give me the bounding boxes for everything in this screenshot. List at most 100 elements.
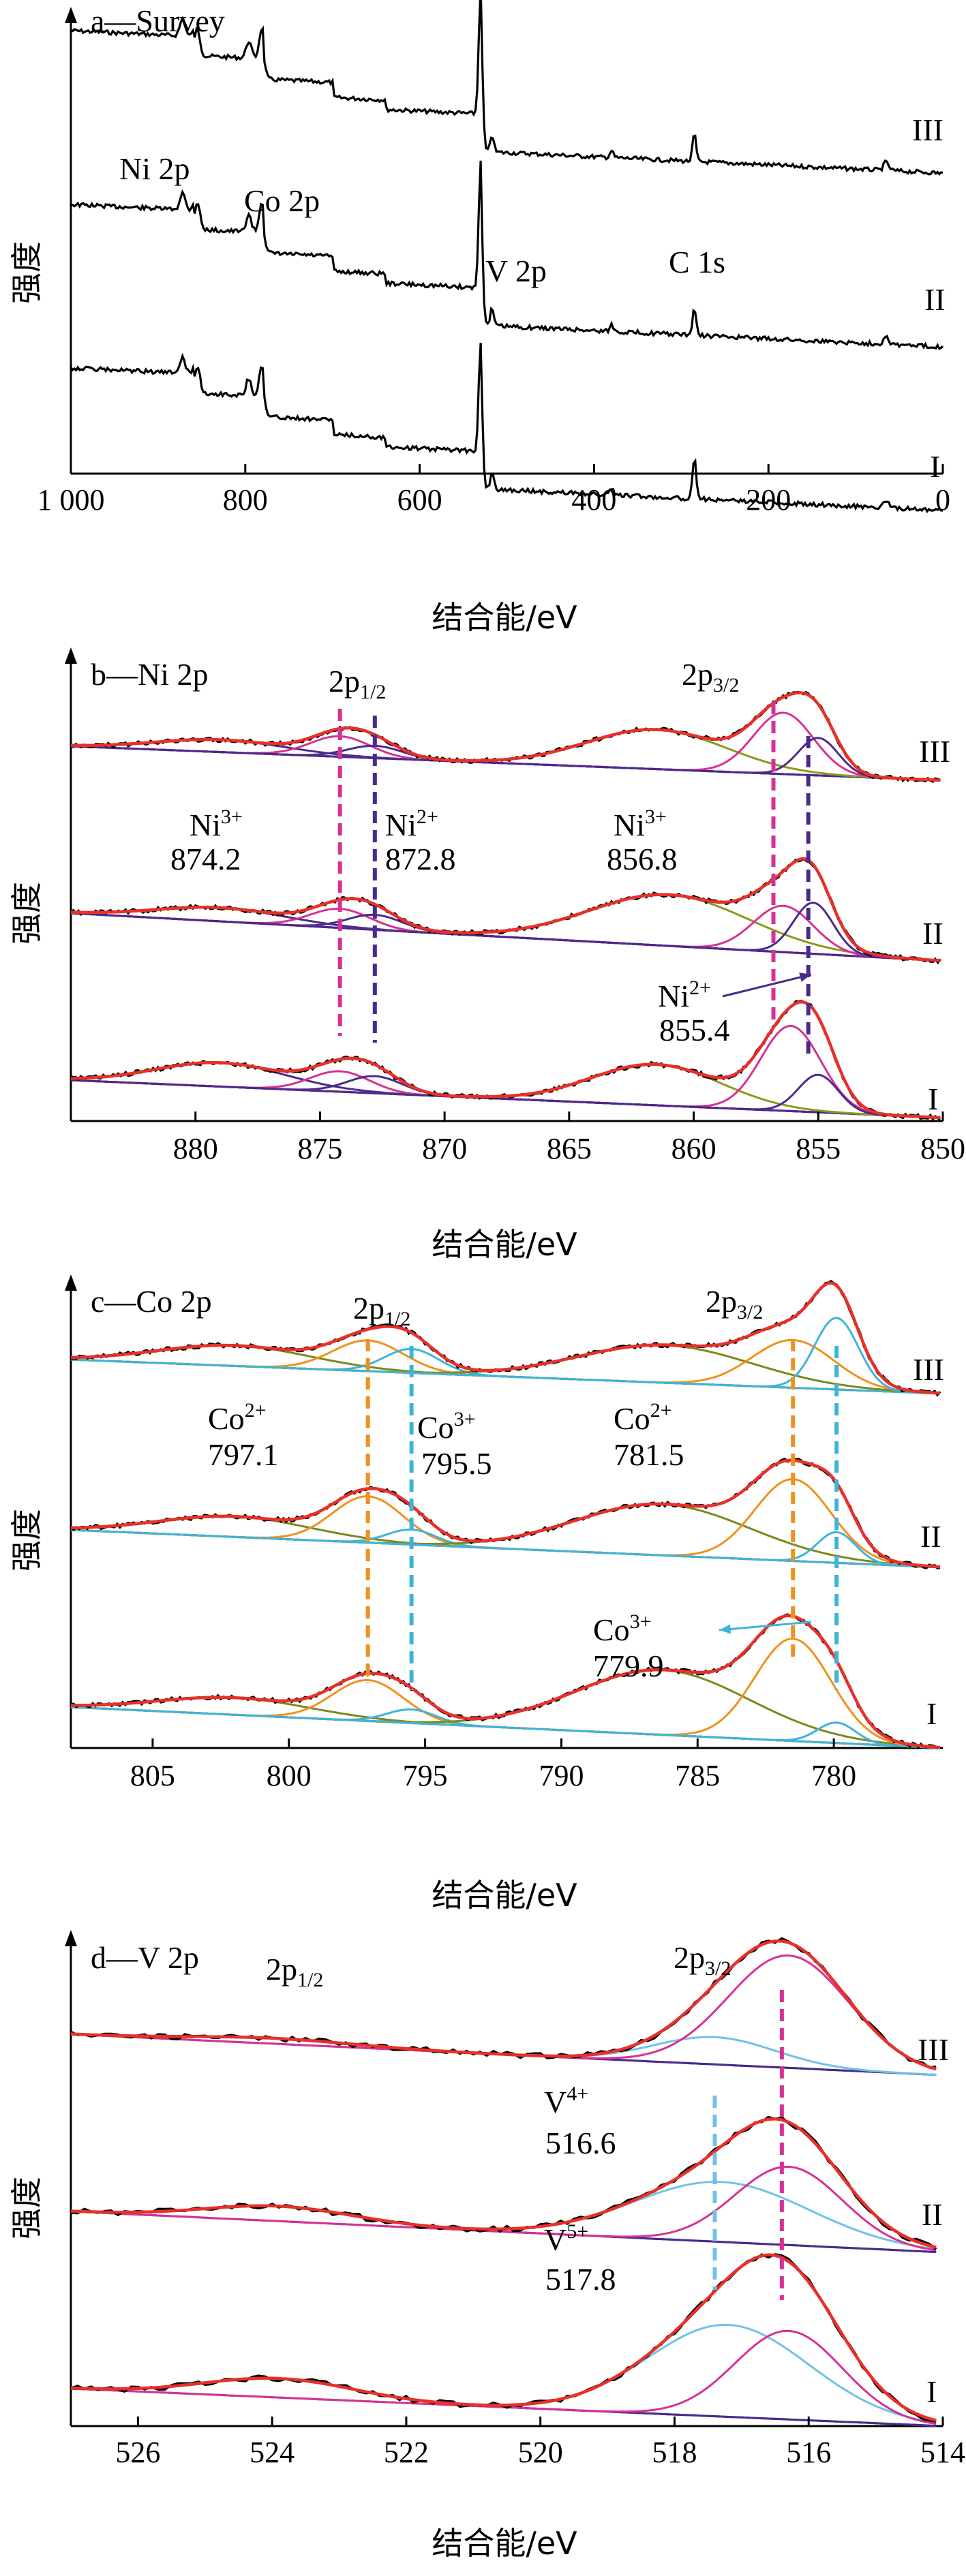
co-sat-2p12: [70, 1515, 941, 1569]
label-co-2p12-main: 2p: [353, 1291, 384, 1325]
label-ni3-856-charge: 3+: [645, 806, 667, 828]
fit-row-iii: [70, 1280, 941, 1397]
x-tick-label: 1 000: [37, 483, 105, 517]
label-ni-2p32-main: 2p: [682, 657, 713, 692]
label-v-2p12-sub: 1/2: [297, 1969, 323, 1991]
x-tick-label: 785: [675, 1759, 720, 1792]
x-tick-label: 790: [539, 1759, 584, 1792]
survey-curve-iii: [70, 0, 944, 176]
label-ni2-855-species: Ni: [658, 979, 689, 1013]
x-tick-label: 514: [920, 2436, 965, 2469]
x-tick-label: 855: [796, 1132, 841, 1165]
raw-spectrum: [70, 1457, 941, 1569]
series-label-i: I: [930, 449, 940, 484]
pointer-arrow: [719, 1621, 812, 1631]
x-tick-label: 400: [571, 483, 616, 517]
label-ni2-855-charge: 2+: [689, 977, 711, 999]
fit-envelope: [70, 1939, 937, 2071]
label-co3-779-species: Co: [593, 1612, 630, 1647]
x-tick-label: 850: [920, 1132, 965, 1165]
value-ni2-872: 872.8: [385, 842, 456, 876]
label-co-2p32-sub: 3/2: [737, 1301, 763, 1323]
label-ni-2p32-sub: 3/2: [713, 674, 739, 696]
fit-envelope: [70, 2253, 937, 2422]
series-label-i: I: [926, 1696, 937, 1731]
label-co2-781-charge: 2+: [650, 1399, 672, 1422]
label-ni3-874-charge: 3+: [221, 806, 243, 828]
co3-2p32: [70, 1529, 941, 1569]
x-tick-label: 520: [518, 2436, 563, 2469]
fits-v: [70, 1937, 937, 2427]
label-v4-516: V4+: [544, 2083, 588, 2119]
label-co2-781: Co2+: [614, 1399, 672, 1436]
label-co2-797: Co2+: [208, 1399, 267, 1436]
series-label-iii: III: [919, 734, 950, 769]
survey-curve-i: [70, 343, 944, 514]
x-tick-label: 875: [297, 1132, 342, 1165]
ni2-2p32: [70, 737, 941, 782]
x-tick-label: 800: [223, 483, 268, 517]
fits-ni: [70, 690, 941, 1121]
annotation-co-2p: Co 2p: [244, 183, 320, 218]
y-axis-label: 强度: [8, 2177, 45, 2239]
x-tick-label: 860: [671, 1132, 716, 1165]
series-label-ii: II: [922, 916, 944, 951]
label-v5-517: V5+: [544, 2220, 588, 2257]
series-label-ii: II: [922, 2197, 943, 2232]
y-axis-label: 强度: [8, 1509, 45, 1571]
label-ni2-872: Ni2+: [385, 806, 438, 842]
value-ni3-856: 856.8: [607, 842, 678, 876]
survey-curve-ii: [70, 160, 944, 350]
label-co2-797-charge: 2+: [245, 1399, 267, 1422]
raw-spectrum: [70, 1937, 937, 2069]
label-v-2p32: 2p3/2: [674, 1940, 731, 1980]
label-ni3-856: Ni3+: [614, 806, 667, 842]
value-co2-781: 781.5: [614, 1437, 684, 1472]
xticks-v: 526 524 522 520 518 516 514: [115, 2417, 965, 2469]
label-v5-517-charge: 5+: [567, 2220, 588, 2243]
x-tick-label: 524: [250, 2436, 295, 2469]
xticks-co: 805 800 795 790 785 780: [130, 1738, 856, 1792]
fit-row-ii: [70, 857, 941, 965]
label-v-2p32-sub: 3/2: [705, 1957, 731, 1980]
label-co3-779: Co3+: [593, 1610, 652, 1647]
label-v5-517-species: V: [544, 2222, 567, 2257]
fit-row-iii: [70, 1937, 937, 2076]
label-v4-516-charge: 4+: [567, 2083, 588, 2105]
label-ni2-872-charge: 2+: [417, 806, 438, 828]
x-tick-label: 805: [130, 1759, 175, 1792]
axes-v: [65, 1930, 943, 2427]
x-tick-label: 518: [652, 2436, 697, 2469]
series-label-i: I: [928, 1082, 938, 1116]
label-ni-2p12-main: 2p: [329, 664, 360, 699]
label-v-2p12: 2p1/2: [266, 1952, 323, 1991]
fit-row-ii: [70, 1457, 941, 1569]
series-label-ii: II: [924, 282, 946, 317]
y-axis-label: 强度: [8, 241, 45, 304]
x-tick-label: 522: [384, 2436, 429, 2469]
series-label-iii: III: [918, 2032, 949, 2067]
v5-2p32: [70, 2329, 937, 2425]
label-co2-781-species: Co: [614, 1401, 650, 1436]
x-axis-label: 结合能/eV: [432, 2525, 577, 2562]
label-co3-795-charge: 3+: [454, 1408, 476, 1430]
fit-envelope: [70, 1458, 941, 1569]
panel-title-survey: a—Survey: [91, 3, 225, 38]
label-ni-2p12: 2p1/2: [329, 664, 386, 703]
label-co3-779-charge: 3+: [630, 1610, 652, 1633]
label-ni-2p12-sub: 1/2: [360, 681, 386, 703]
x-axis-label: 结合能/eV: [432, 1877, 577, 1914]
panel-title-co: c—Co 2p: [91, 1284, 212, 1319]
label-co-2p32-main: 2p: [706, 1284, 737, 1319]
y-axis-arrow: [65, 1930, 77, 1946]
axes-ni: [65, 647, 943, 1122]
ni2-2p32: [70, 1073, 941, 1119]
fit-row-ii: [70, 2115, 937, 2253]
fit-envelope: [70, 857, 941, 962]
ni-sat-2p32: [70, 1063, 941, 1119]
curves-survey: [70, 0, 944, 514]
panel-co-2p: 805 800 795 790 785 780 c—Co 2p 2p1/2 2p3/2 I…: [8, 1274, 944, 1914]
value-co3-795: 795.5: [421, 1446, 492, 1481]
axes-survey: [65, 7, 943, 475]
